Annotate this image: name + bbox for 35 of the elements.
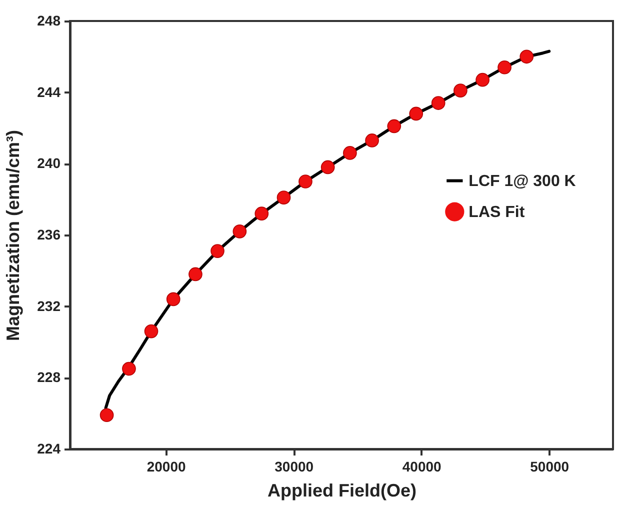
point — [365, 134, 379, 148]
point — [454, 84, 468, 98]
point — [232, 224, 247, 238]
legend-label: LAS Fit — [468, 204, 526, 221]
point — [298, 174, 312, 188]
point — [343, 146, 357, 160]
y-tick-label: 232 — [37, 298, 61, 314]
point — [254, 206, 269, 221]
legend-label: LCF 1@ 300 K — [468, 172, 576, 190]
x-tick-label: 30000 — [274, 458, 314, 474]
y-tick-label: 236 — [37, 226, 61, 242]
x-tick-label: 40000 — [402, 458, 442, 474]
point — [387, 119, 402, 134]
point — [210, 244, 224, 258]
y-tick-label: 240 — [37, 155, 61, 172]
y-tick-label: 248 — [37, 12, 61, 28]
point — [476, 72, 490, 87]
point — [188, 267, 202, 282]
point — [520, 50, 534, 64]
point — [100, 408, 114, 422]
point — [431, 96, 446, 110]
x-axis-title: Applied Field(Oe) — [267, 480, 417, 500]
x-tick-label: 20000 — [146, 458, 186, 474]
y-axis-title: Magnetization (emu/cm³) — [3, 130, 24, 342]
point — [144, 324, 158, 338]
y-tick-label: 244 — [37, 84, 61, 100]
point — [498, 60, 512, 74]
point — [320, 160, 335, 174]
y-tick-label: 228 — [37, 369, 61, 386]
point — [409, 106, 424, 121]
point — [166, 292, 180, 306]
point — [276, 190, 291, 204]
x-tick-label: 50000 — [530, 458, 570, 474]
y-tick-label: 224 — [37, 440, 61, 456]
point — [122, 362, 136, 376]
